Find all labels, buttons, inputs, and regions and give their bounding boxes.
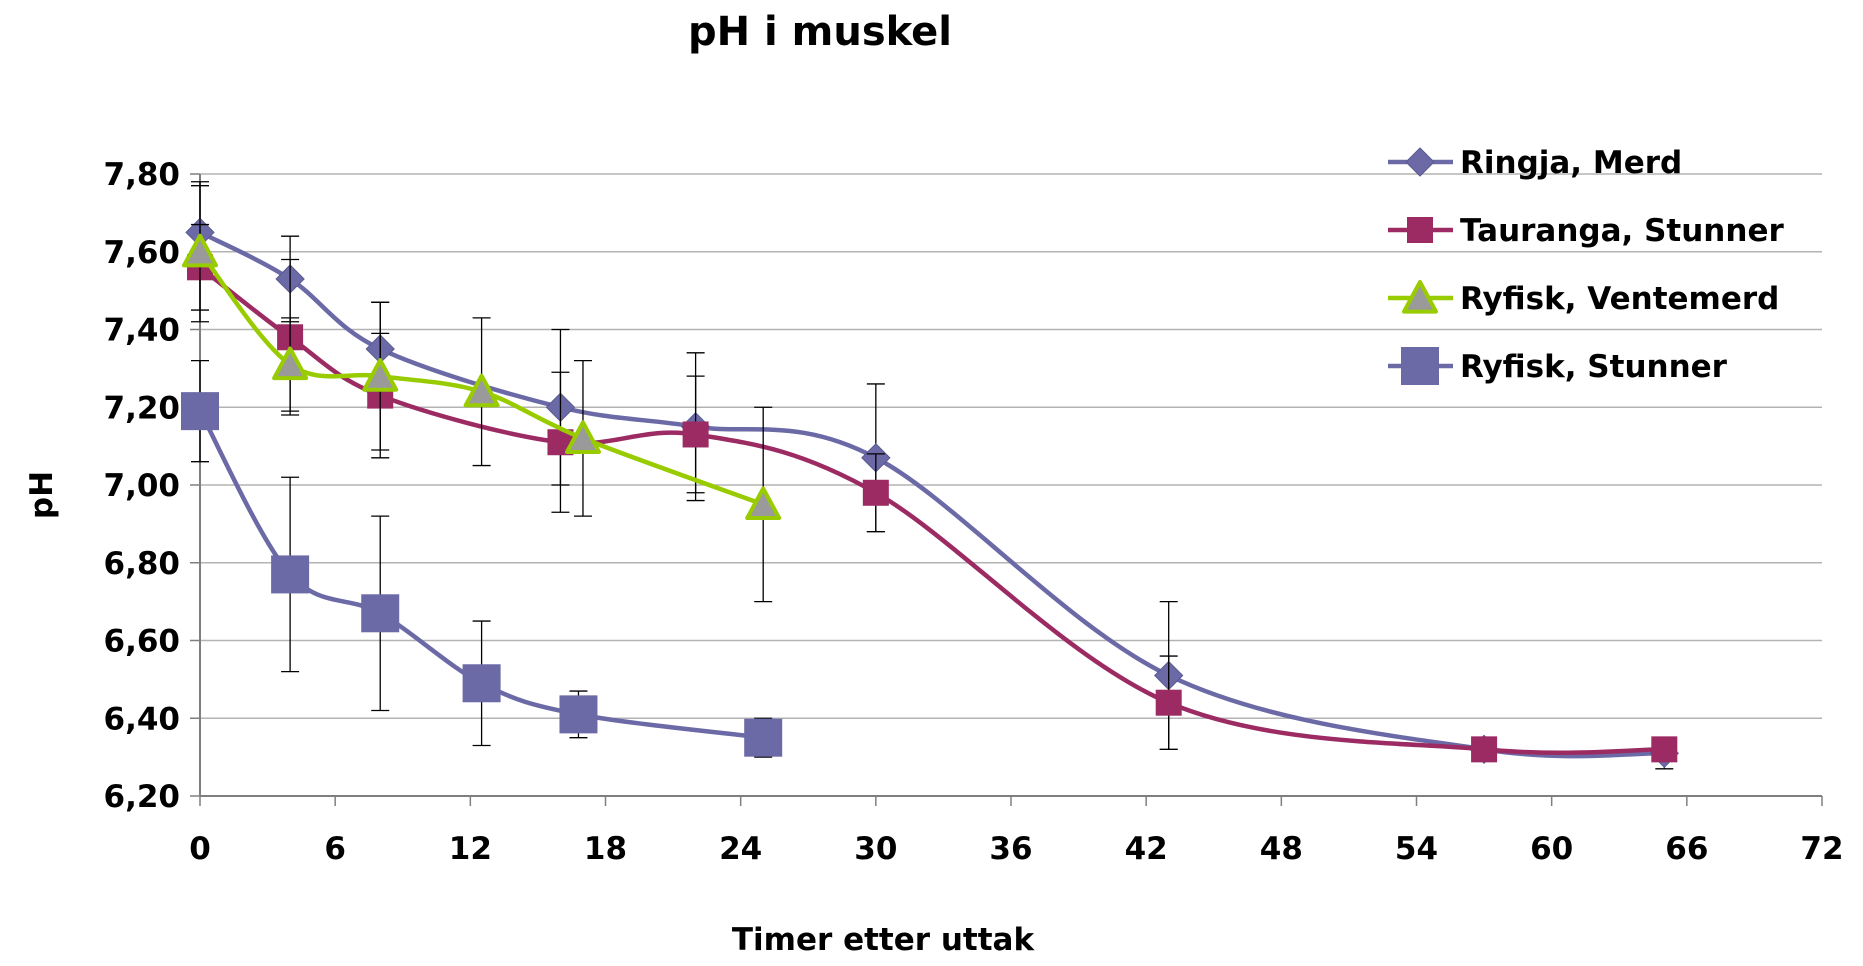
data-point (559, 695, 598, 734)
series-3 (182, 181, 782, 603)
data-point (182, 233, 218, 268)
x-tick-label: 72 (1800, 831, 1843, 867)
y-axis-label: pH (24, 471, 60, 519)
y-tick-label: 6,80 (104, 546, 181, 582)
y-tick-label: 6,40 (104, 701, 181, 737)
series-line (197, 408, 766, 740)
legend-marker (1407, 217, 1433, 243)
data-point (463, 373, 500, 408)
legend-marker (1401, 347, 1439, 385)
x-tick-label: 0 (189, 831, 211, 867)
legend-item-3: Ryfisk, Ventemerd (1388, 280, 1779, 317)
data-point (271, 555, 310, 594)
data-point (682, 421, 709, 448)
legend-label: Tauranga, Stunner (1460, 213, 1784, 249)
data-point (181, 392, 219, 431)
x-tick-label: 48 (1260, 831, 1303, 867)
series-2 (187, 223, 1678, 763)
data-point (362, 358, 399, 392)
data-point (1155, 689, 1182, 716)
legend-label: Ryfisk, Ventemerd (1460, 281, 1779, 317)
y-tick-label: 7,20 (104, 390, 181, 426)
y-tick-label: 6,60 (104, 624, 181, 660)
x-tick-label: 30 (854, 831, 897, 867)
y-tick-label: 6,20 (104, 779, 181, 815)
y-tick-label: 7,40 (104, 313, 181, 349)
y-tick-label: 7,80 (104, 157, 181, 193)
x-tick-label: 36 (989, 831, 1032, 867)
gridlines (200, 173, 1822, 797)
data-point (564, 420, 601, 454)
data-point (745, 486, 782, 521)
series-line (197, 249, 766, 507)
chart-title: pH i muskel (688, 9, 952, 55)
x-tick-label: 6 (324, 831, 346, 867)
data-point (862, 479, 889, 506)
y-tick-label: 7,60 (104, 235, 181, 271)
x-tick-labels: 0 6 12 18 24 30 36 42 48 54 60 66 72 (189, 831, 1843, 867)
series-line (197, 265, 1667, 756)
x-tick-label: 66 (1665, 831, 1708, 867)
x-tick-label: 42 (1125, 831, 1168, 867)
x-axis-label: Timer etter uttak (732, 922, 1036, 958)
legend: Ringja, Merd Tauranga, Stunner Ryfisk, Ven… (1388, 145, 1784, 385)
x-tick-label: 60 (1530, 831, 1573, 867)
legend-item-4: Ryfisk, Stunner (1388, 347, 1728, 385)
data-point (361, 594, 400, 633)
x-tick-label: 54 (1395, 831, 1438, 867)
data-point (1651, 736, 1678, 763)
x-tick-label: 12 (449, 831, 492, 867)
series-1 (185, 185, 1680, 770)
legend-label: Ringja, Merd (1460, 145, 1682, 181)
y-tick-label: 7,00 (104, 468, 181, 504)
x-tick-label: 18 (584, 831, 627, 867)
legend-item-1: Ringja, Merd (1388, 145, 1682, 181)
series (181, 181, 1680, 770)
legend-label: Ryfisk, Stunner (1460, 349, 1728, 385)
data-point (744, 718, 783, 757)
data-point (1471, 736, 1498, 763)
legend-marker (1402, 280, 1438, 314)
axes (190, 173, 1823, 806)
x-tick-label: 24 (719, 831, 762, 867)
series-line (197, 230, 1667, 759)
series-4 (181, 359, 783, 758)
y-tick-labels: 6,20 6,40 6,60 6,80 7,00 7,20 7,40 7,60 7,80 (104, 157, 181, 815)
data-point (272, 346, 309, 381)
legend-marker (1405, 147, 1435, 177)
legend-item-2: Tauranga, Stunner (1388, 213, 1784, 249)
data-point (462, 664, 501, 703)
